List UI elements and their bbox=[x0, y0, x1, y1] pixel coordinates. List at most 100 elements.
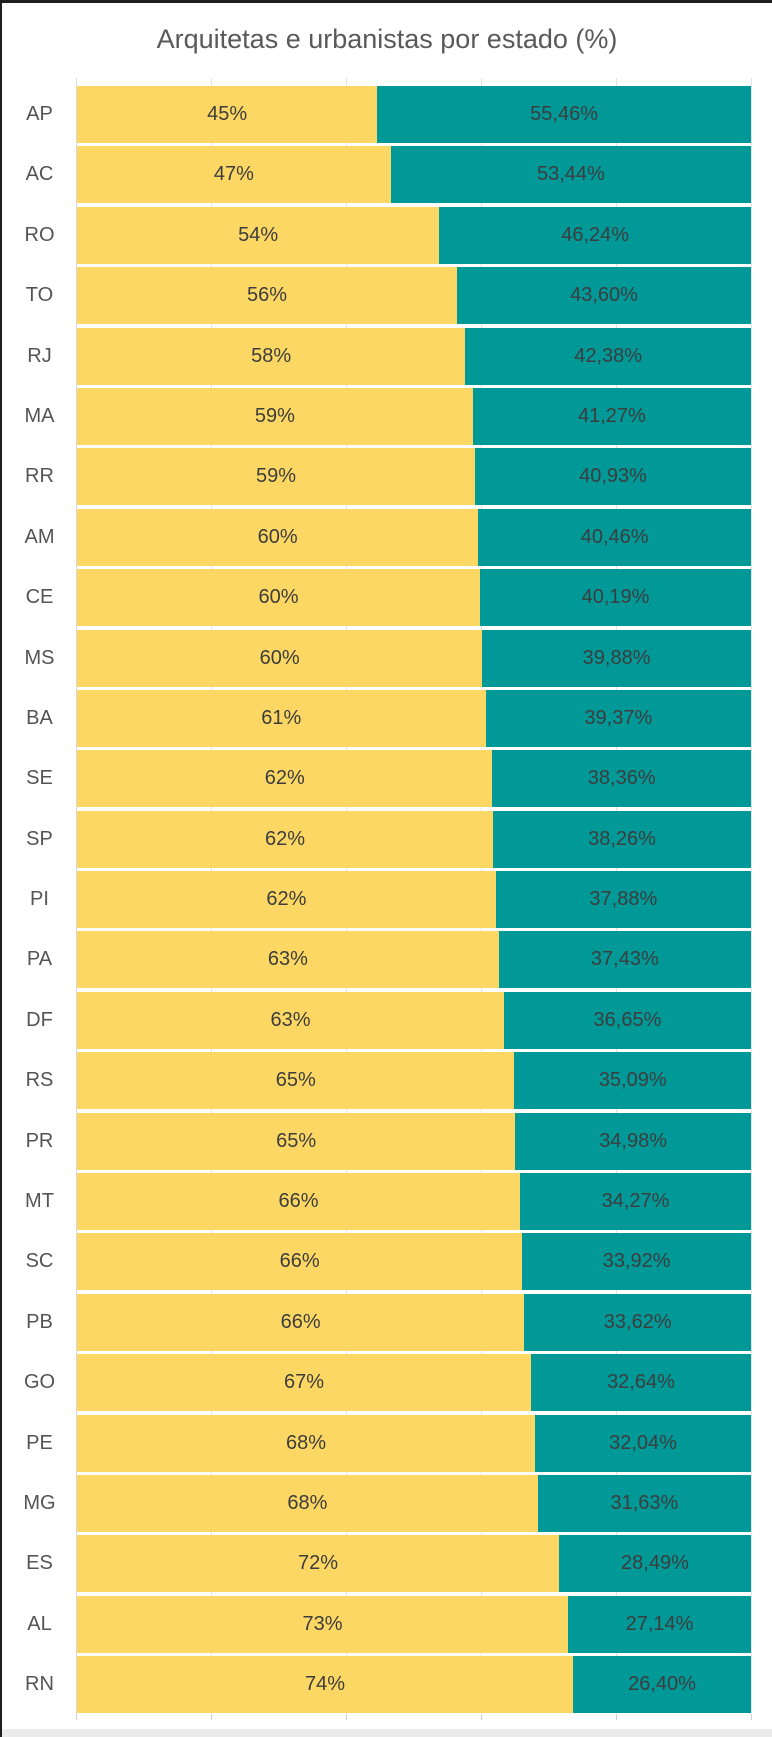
bar-teal-segment[interactable]: 39,88% bbox=[482, 629, 751, 687]
bar-teal-segment[interactable]: 38,36% bbox=[492, 750, 751, 808]
bar-yellow-segment[interactable]: 63% bbox=[77, 991, 504, 1049]
data-label: 37,88% bbox=[589, 888, 658, 911]
bar-yellow-segment[interactable]: 72% bbox=[77, 1535, 559, 1593]
data-label: 28,49% bbox=[621, 1552, 689, 1575]
bar-yellow-segment[interactable]: 61% bbox=[77, 689, 486, 747]
bar-row: 60% 40,46% bbox=[77, 508, 751, 566]
data-label: 62% bbox=[264, 767, 305, 790]
bar-row: 61% 39,37% bbox=[77, 689, 751, 747]
bar-teal-segment[interactable]: 27,14% bbox=[568, 1595, 751, 1653]
category-label: MA bbox=[24, 404, 55, 427]
bar-row: 73% 27,14% bbox=[77, 1595, 751, 1653]
bar-teal-segment[interactable]: 32,64% bbox=[531, 1354, 751, 1412]
data-label: 46,24% bbox=[561, 223, 630, 246]
bar-yellow-segment[interactable]: 66% bbox=[77, 1233, 523, 1291]
category-label: PA bbox=[26, 948, 53, 971]
bar-row: 63% 37,43% bbox=[77, 931, 751, 989]
bar-yellow-segment[interactable]: 65% bbox=[77, 1112, 516, 1170]
bar-teal-segment[interactable]: 39,37% bbox=[485, 689, 751, 747]
bar-yellow-segment[interactable]: 65% bbox=[77, 1052, 515, 1110]
bar-teal-segment[interactable]: 40,93% bbox=[475, 448, 751, 506]
data-label: 38,26% bbox=[588, 827, 656, 850]
bar-teal-segment[interactable]: 38,26% bbox=[493, 810, 751, 868]
bar-row: 47% 53,44% bbox=[77, 146, 751, 204]
bar-yellow-segment[interactable]: 54% bbox=[77, 206, 440, 264]
data-label: 68% bbox=[287, 1491, 328, 1514]
bar-yellow-segment[interactable]: 73% bbox=[77, 1595, 569, 1653]
data-label: 33,62% bbox=[603, 1310, 672, 1333]
bar-yellow-segment[interactable]: 68% bbox=[77, 1414, 536, 1472]
bar-row: 62% 38,36% bbox=[77, 750, 751, 808]
category-label: DF bbox=[26, 1008, 53, 1031]
bar-yellow-segment[interactable]: 60% bbox=[77, 569, 481, 627]
bar-teal-segment[interactable]: 33,62% bbox=[524, 1293, 751, 1351]
bar-teal-segment[interactable]: 43,60% bbox=[457, 267, 751, 325]
bar-teal-segment[interactable]: 31,63% bbox=[537, 1474, 751, 1532]
bar-yellow-segment[interactable]: 58% bbox=[77, 327, 466, 385]
data-label: 66% bbox=[280, 1310, 321, 1333]
bar-teal-segment[interactable]: 40,46% bbox=[478, 508, 751, 566]
bar-teal-segment[interactable]: 55,46% bbox=[377, 86, 751, 143]
axis-tick bbox=[751, 1715, 752, 1720]
bar-teal-segment[interactable]: 37,88% bbox=[495, 871, 751, 929]
bar-yellow-segment[interactable]: 62% bbox=[77, 810, 494, 868]
bar-teal-segment[interactable]: 36,65% bbox=[503, 991, 751, 1049]
bar-teal-segment[interactable]: 40,19% bbox=[480, 569, 751, 627]
bar-yellow-segment[interactable]: 74% bbox=[77, 1656, 574, 1714]
data-label: 74% bbox=[305, 1673, 346, 1696]
data-label: 41,27% bbox=[577, 404, 646, 427]
bar-yellow-segment[interactable]: 59% bbox=[77, 387, 473, 445]
category-label: PE bbox=[26, 1431, 53, 1454]
bar-teal-segment[interactable]: 26,40% bbox=[573, 1656, 751, 1714]
data-label: 39,88% bbox=[582, 646, 651, 669]
category-label: RN bbox=[25, 1673, 54, 1696]
bar-teal-segment[interactable]: 46,24% bbox=[439, 206, 751, 264]
bar-yellow-segment[interactable]: 45% bbox=[77, 86, 378, 143]
data-label: 67% bbox=[283, 1371, 325, 1394]
bar-yellow-segment[interactable]: 47% bbox=[77, 146, 391, 204]
data-label: 43,60% bbox=[570, 284, 638, 307]
bar-yellow-segment[interactable]: 66% bbox=[77, 1173, 521, 1231]
bar-yellow-segment[interactable]: 59% bbox=[77, 448, 476, 506]
bar-yellow-segment[interactable]: 60% bbox=[77, 508, 479, 566]
bar-row: 74% 26,40% bbox=[77, 1656, 751, 1714]
bar-row: 65% 34,98% bbox=[77, 1112, 751, 1170]
category-label: RR bbox=[25, 465, 54, 488]
bar-teal-segment[interactable]: 42,38% bbox=[465, 327, 751, 385]
data-label: 72% bbox=[297, 1552, 338, 1575]
bar-teal-segment[interactable]: 33,92% bbox=[522, 1233, 751, 1291]
bar-teal-segment[interactable]: 34,27% bbox=[520, 1173, 751, 1231]
bar-yellow-segment[interactable]: 63% bbox=[77, 931, 499, 989]
bar-teal-segment[interactable]: 53,44% bbox=[390, 146, 751, 204]
bar-teal-segment[interactable]: 34,98% bbox=[515, 1112, 751, 1170]
data-label: 32,04% bbox=[609, 1431, 677, 1454]
data-label: 32,64% bbox=[607, 1371, 675, 1394]
bar-row: 66% 33,62% bbox=[77, 1293, 751, 1351]
bar-yellow-segment[interactable]: 62% bbox=[77, 871, 496, 929]
data-label: 26,40% bbox=[628, 1673, 696, 1696]
bar-yellow-segment[interactable]: 66% bbox=[77, 1293, 525, 1351]
bar-teal-segment[interactable]: 32,04% bbox=[535, 1414, 751, 1472]
bar-yellow-segment[interactable]: 67% bbox=[77, 1354, 531, 1412]
bar-teal-segment[interactable]: 28,49% bbox=[558, 1535, 751, 1593]
bar-yellow-segment[interactable]: 68% bbox=[77, 1474, 538, 1532]
data-label: 66% bbox=[279, 1250, 320, 1273]
category-label: SC bbox=[25, 1250, 54, 1273]
data-label: 40,46% bbox=[580, 525, 649, 548]
plot-area: 45% 55,46% 47% 53,44% 54% 46,24% 56% 43,60% 58% 4… bbox=[76, 78, 752, 1720]
chart-title: Arquitetas e urbanistas por estado (%) bbox=[156, 24, 618, 54]
bar-yellow-segment[interactable]: 60% bbox=[77, 629, 483, 687]
bar-yellow-segment[interactable]: 56% bbox=[77, 267, 458, 325]
category-label: MT bbox=[25, 1190, 54, 1213]
bar-teal-segment[interactable]: 37,43% bbox=[498, 931, 751, 989]
category-label: SP bbox=[26, 827, 53, 850]
category-label: MS bbox=[24, 646, 55, 669]
bar-row: 62% 38,26% bbox=[77, 810, 751, 868]
data-label: 62% bbox=[265, 827, 306, 850]
category-axis: AP AC RO TO RJ MA RR AM CE MS BA SE SP PI PA DF RS PR MT SC… bbox=[4, 86, 75, 1713]
bar-teal-segment[interactable]: 41,27% bbox=[472, 387, 751, 445]
bar-yellow-segment[interactable]: 62% bbox=[77, 750, 493, 808]
bar-row: 67% 32,64% bbox=[77, 1354, 751, 1412]
category-label: RS bbox=[25, 1069, 54, 1092]
bar-teal-segment[interactable]: 35,09% bbox=[514, 1052, 751, 1110]
